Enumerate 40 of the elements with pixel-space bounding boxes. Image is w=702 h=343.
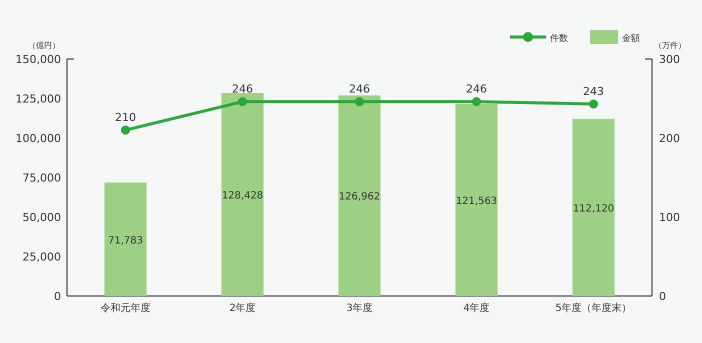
bar — [455, 104, 498, 296]
y-tick-label: 125,000 — [16, 92, 61, 106]
y-axis-title: （億円） — [28, 41, 60, 50]
data-label: 246 — [466, 82, 487, 96]
bar — [221, 93, 264, 296]
point — [472, 97, 481, 106]
legend-label: 件数 — [550, 33, 568, 44]
y-tick-label: 150,000 — [16, 53, 61, 66]
data-label: 71,783 — [108, 235, 143, 246]
point — [589, 100, 598, 109]
x-tick-label: 2年度 — [229, 302, 256, 314]
x-tick-label: 5年度（年度末） — [555, 302, 632, 314]
data-label: 121,563 — [456, 196, 498, 207]
y-tick-label: 0 — [54, 290, 61, 303]
point — [121, 126, 130, 135]
data-label: 126,962 — [338, 192, 380, 203]
data-label: 246 — [349, 82, 370, 96]
bar — [572, 118, 615, 296]
y2-tick-label: 200 — [659, 132, 680, 145]
point — [238, 97, 247, 106]
y-tick-label: 50,000 — [22, 211, 61, 224]
data-label: 128,428 — [222, 190, 264, 202]
data-label: 246 — [232, 82, 253, 96]
bar — [104, 182, 147, 296]
y2-tick-label: 0 — [659, 290, 666, 303]
y2-axis-title: （万件） — [654, 41, 686, 50]
y-tick-label: 75,000 — [22, 172, 61, 184]
point — [355, 97, 364, 106]
y-tick-label: 100,000 — [16, 132, 61, 145]
y2-tick-label: 100 — [659, 211, 680, 224]
legend-label: 金額 — [622, 33, 640, 44]
data-label: 243 — [583, 85, 604, 98]
y2-tick-label: 300 — [659, 53, 680, 66]
data-label: 112,120 — [572, 203, 614, 214]
x-tick-label: 4年度 — [463, 302, 490, 314]
x-tick-label: 3年度 — [346, 302, 373, 314]
bar — [338, 95, 381, 296]
x-tick-label: 令和元年度 — [100, 302, 150, 314]
data-label: 210 — [115, 111, 136, 124]
y-tick-label: 25,000 — [22, 250, 61, 264]
